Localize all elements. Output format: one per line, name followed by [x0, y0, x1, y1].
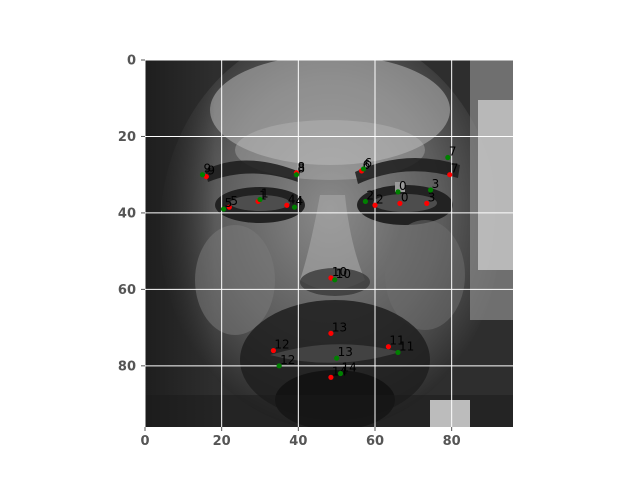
series-1-point-label-10: 10	[336, 267, 351, 281]
series-0-point-label-6: 6	[363, 158, 371, 172]
series-1-point-label-11: 11	[399, 339, 414, 353]
series-1-point-label-1: 1	[261, 187, 269, 201]
y-tick-label-4: 80	[118, 359, 136, 374]
series-1-point-label-14: 14	[342, 360, 357, 374]
face-photo-background	[145, 60, 513, 427]
series-0-point-label-4: 4	[288, 192, 296, 206]
series-0-point-label-7: 7	[451, 162, 459, 176]
series-1-point-label-7: 7	[449, 144, 457, 158]
series-1-point-label-0: 0	[399, 179, 407, 193]
series-1-point-14	[337, 370, 344, 377]
y-tick-label-1: 20	[118, 130, 136, 145]
series-1-point-label-9: 9	[204, 162, 212, 176]
series-1-point-11	[395, 349, 401, 356]
series-0-point-3	[424, 200, 430, 206]
x-tick-label-2: 40	[289, 434, 307, 449]
series-1-point-2	[362, 198, 369, 205]
series-1-point-13	[334, 355, 340, 361]
series-0-point-11	[385, 344, 392, 350]
series-0-point-0	[397, 200, 403, 206]
gridlines	[144, 59, 513, 427]
series-1-point-label-4: 4	[296, 194, 304, 208]
series-1-point-9	[199, 172, 206, 178]
series-1-point-label-5: 5	[225, 196, 233, 210]
series-1-point-label-13: 13	[338, 345, 353, 359]
series-1-point-7	[445, 154, 451, 161]
y-tick-label-0: 0	[127, 54, 136, 69]
series-1-point-3	[427, 187, 434, 193]
x-tick-label-3: 60	[366, 434, 384, 449]
series-1-point-1	[257, 196, 263, 203]
series-0-point-label-0: 0	[401, 190, 409, 204]
series-0-point-5	[226, 204, 232, 210]
keypoints: 0123456789101112131401234567891011121314	[199, 144, 459, 380]
series-1-point-6	[360, 166, 367, 172]
series-0-point-2	[372, 202, 378, 208]
series-0-point-label-8: 8	[297, 160, 305, 174]
x-tick-label-4: 80	[443, 434, 461, 449]
series-0-point-label-9: 9	[207, 164, 215, 178]
series-1-point-8	[293, 172, 300, 178]
series-0-point-7	[447, 172, 453, 178]
series-0-point-label-10: 10	[332, 265, 347, 279]
series-0-point-label-13: 13	[332, 320, 347, 334]
series-0-point-label-1: 1	[259, 188, 267, 202]
x-tick-label-0: 0	[140, 434, 149, 449]
series-0-point-label-12: 12	[274, 338, 289, 352]
series-0-point-10	[328, 275, 334, 281]
y-tick-label-2: 40	[118, 206, 136, 221]
series-1-point-label-6: 6	[365, 156, 373, 170]
series-1-point-label-3: 3	[432, 177, 440, 191]
series-1-point-label-12: 12	[280, 353, 295, 367]
x-tick-label-1: 20	[213, 434, 231, 449]
series-0-point-13	[328, 330, 334, 336]
series-0-point-14	[328, 374, 334, 380]
series-1-point-4	[291, 204, 298, 210]
y-tick-label-3: 60	[118, 283, 136, 298]
series-0-point-4	[284, 202, 290, 208]
series-0-point-12	[270, 347, 277, 354]
series-1-point-12	[276, 363, 282, 369]
series-1-point-0	[395, 189, 401, 195]
series-0-point-label-5: 5	[230, 194, 238, 208]
series-0-point-label-3: 3	[428, 190, 436, 204]
series-0-point-label-11: 11	[389, 334, 404, 348]
series-1-point-label-8: 8	[297, 162, 305, 176]
series-1-point-label-2: 2	[366, 188, 374, 202]
series-1-point-10	[332, 277, 338, 283]
series-1-point-5	[220, 206, 227, 212]
series-0-point-9	[203, 173, 209, 180]
series-0-point-label-2: 2	[376, 192, 384, 206]
